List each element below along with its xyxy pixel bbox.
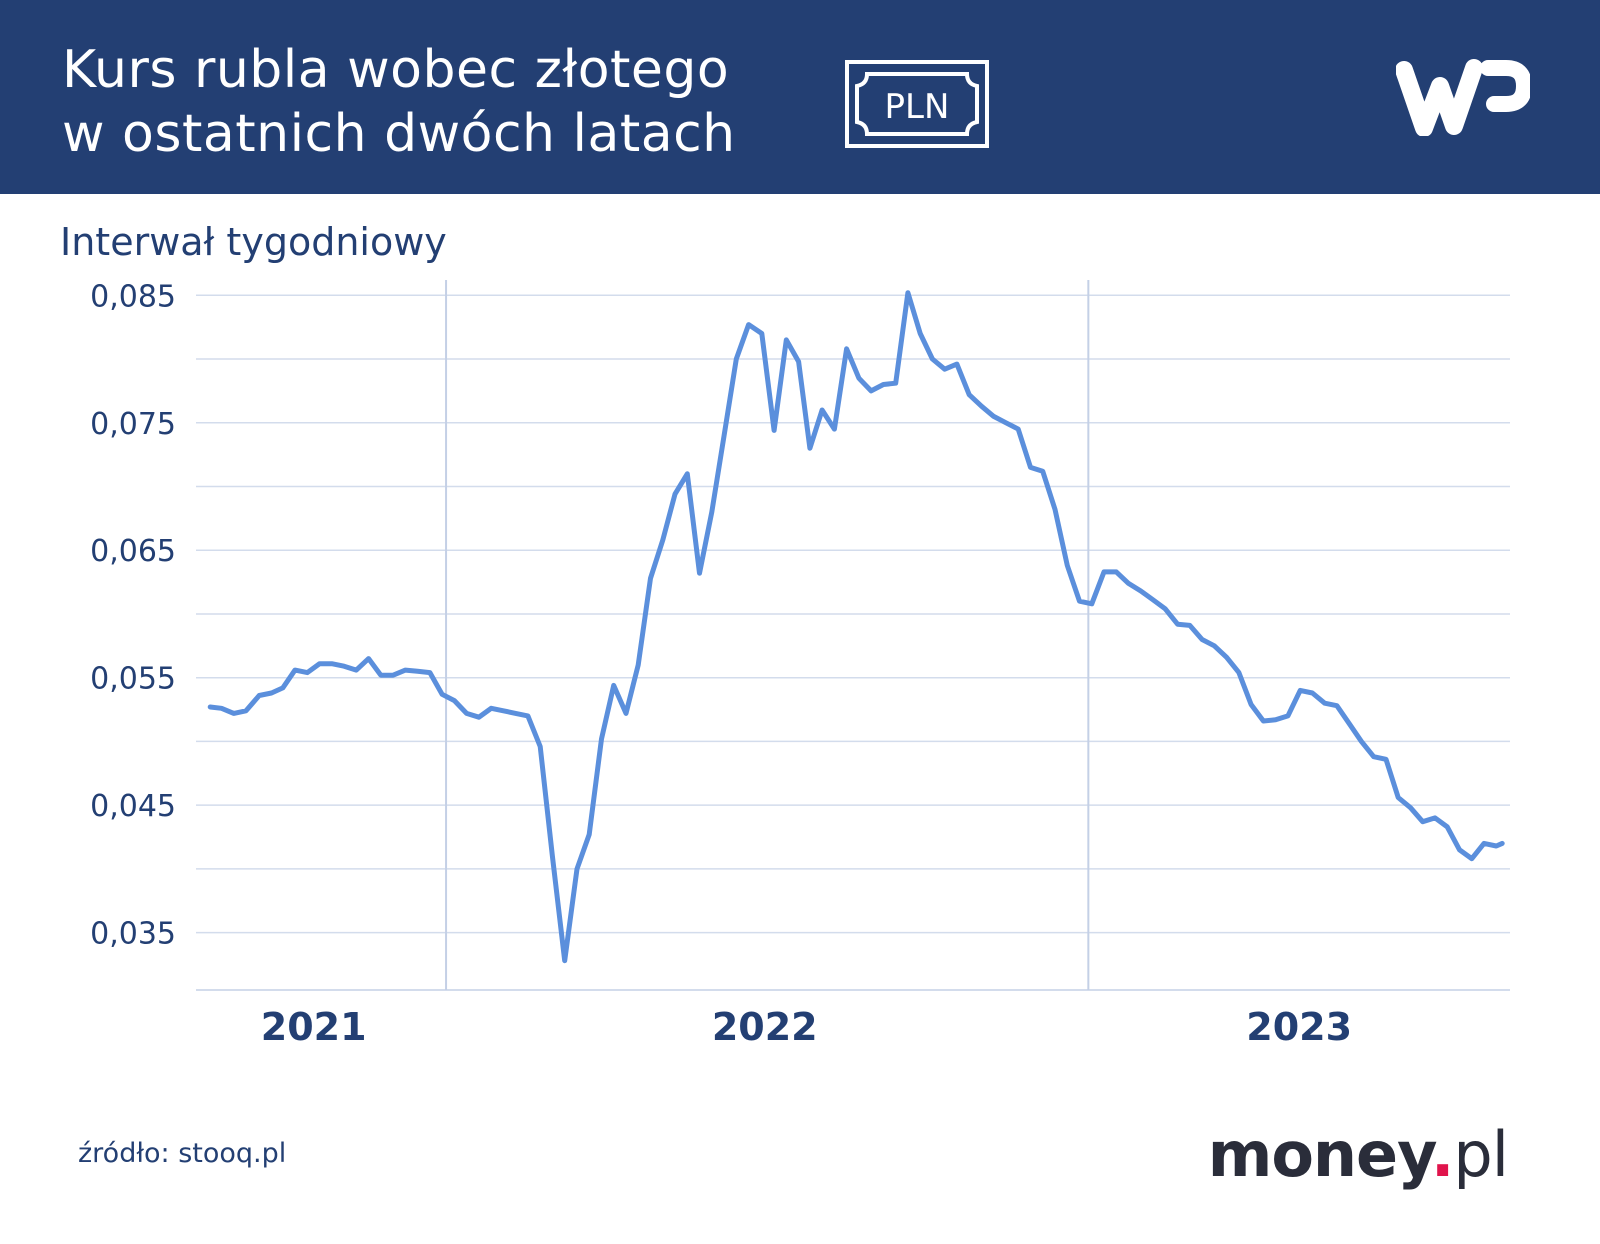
x-axis: 2021 2022 2023 (261, 1005, 1352, 1049)
y-tick-label: 0,065 (90, 534, 176, 569)
brand-logo: money.pl (1207, 1118, 1509, 1191)
x-tick-label: 2021 (261, 1005, 367, 1049)
y-tick-label: 0,045 (90, 789, 176, 824)
brand-dot: . (1430, 1118, 1455, 1191)
wp-logo-icon (1396, 59, 1530, 136)
header-banner: Kurs rubla wobec złotego w ostatnich dwó… (0, 0, 1600, 194)
x-tick-label: 2022 (712, 1005, 818, 1049)
chart-subtitle: Interwał tygodniowy (60, 220, 447, 264)
y-tick-label: 0,055 (90, 662, 176, 697)
y-tick-label: 0,075 (90, 407, 176, 442)
title-line-2: w ostatnich dwóch latach (62, 104, 736, 164)
source-note: źródło: stooq.pl (78, 1138, 287, 1169)
year-divider-layer (445, 280, 1090, 990)
series-line (207, 290, 1505, 964)
y-tick-label: 0,085 (90, 280, 176, 314)
page-title: Kurs rubla wobec złotego w ostatnich dwó… (62, 38, 736, 166)
series-layer (207, 290, 1505, 964)
x-tick-label: 2023 (1246, 1005, 1352, 1049)
y-tick-label: 0,035 (90, 917, 176, 952)
y-axis: 0,035 0,045 0,055 0,065 0,075 0,085 (90, 280, 176, 952)
brand-tld: pl (1453, 1118, 1509, 1191)
brand-name: money (1207, 1118, 1432, 1191)
currency-badge-label: PLN (885, 87, 950, 127)
banknote-icon: PLN (845, 60, 989, 148)
title-line-1: Kurs rubla wobec złotego (62, 40, 730, 100)
grid-layer (196, 294, 1510, 991)
